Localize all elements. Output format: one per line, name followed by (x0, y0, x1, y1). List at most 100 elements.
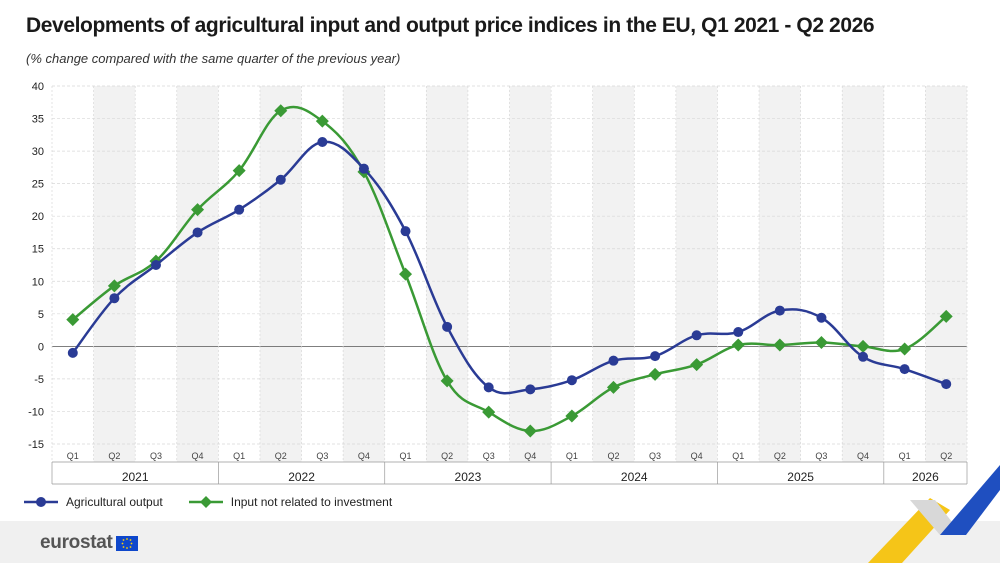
column-band (675, 86, 718, 462)
data-point-input (399, 267, 413, 281)
data-point-output (275, 174, 286, 185)
data-point-output (317, 136, 328, 147)
data-point-input (856, 339, 870, 353)
data-point-input (274, 104, 288, 118)
data-point-input (690, 358, 704, 372)
y-tick-label: 15 (32, 244, 44, 256)
y-tick-label: -15 (28, 439, 44, 451)
year-label: 2026 (912, 470, 939, 484)
column-band (759, 86, 801, 462)
x-tick-label: Q1 (566, 451, 578, 461)
column-band (93, 86, 136, 462)
x-tick-label: Q2 (774, 451, 786, 461)
chart-subtitle: (% change compared with the same quarter… (26, 51, 401, 66)
year-label: 2021 (122, 470, 149, 484)
column-band (925, 86, 967, 462)
x-tick-label: Q1 (233, 451, 245, 461)
legend-item-output: Agricultural output (24, 495, 163, 509)
data-point-input (814, 335, 828, 349)
data-point-input (523, 424, 537, 438)
x-tick-label: Q3 (815, 451, 827, 461)
x-tick-label: Q3 (150, 451, 162, 461)
x-tick-label: Q4 (524, 451, 536, 461)
data-point-output (816, 312, 827, 323)
data-point-output (483, 382, 494, 393)
year-label: 2024 (621, 470, 648, 484)
x-tick-label: Q2 (275, 451, 287, 461)
x-tick-label: Q4 (192, 451, 204, 461)
data-point-input (482, 405, 496, 419)
x-tick-label: Q1 (400, 451, 412, 461)
x-tick-label: Q3 (483, 451, 495, 461)
data-point-input (565, 409, 579, 423)
data-point-output (400, 226, 411, 237)
x-tick-label: Q4 (358, 451, 370, 461)
y-tick-label: 5 (38, 309, 44, 321)
x-tick-label: Q3 (316, 451, 328, 461)
data-point-output (442, 321, 453, 332)
y-tick-label: -5 (34, 374, 44, 386)
x-tick-label: Q1 (899, 451, 911, 461)
column-band (592, 86, 635, 462)
x-tick-label: Q4 (857, 451, 869, 461)
data-point-output (650, 351, 661, 362)
legend: Agricultural output Input not related to… (24, 495, 418, 509)
column-band (509, 86, 552, 462)
data-point-output (733, 327, 744, 338)
column-band (343, 86, 385, 462)
data-point-output (774, 305, 785, 316)
y-tick-label: 0 (38, 341, 44, 353)
data-point-input (939, 309, 953, 323)
y-tick-label: 35 (32, 114, 44, 126)
data-point-output (109, 293, 120, 304)
x-tick-label: Q3 (649, 451, 661, 461)
chart-title: Developments of agricultural input and o… (26, 14, 875, 37)
data-point-input (731, 338, 745, 352)
data-point-input (107, 279, 121, 293)
data-point-output (608, 355, 619, 366)
data-point-output (566, 375, 577, 386)
data-point-input (440, 374, 454, 388)
data-point-input (315, 114, 329, 128)
data-point-input (606, 380, 620, 394)
data-point-input (898, 342, 912, 356)
data-point-input (232, 164, 246, 178)
footer-band (0, 521, 1000, 563)
legend-item-input: Input not related to investment (188, 495, 393, 509)
data-point-output (234, 204, 245, 215)
data-point-output (67, 347, 78, 358)
x-tick-label: Q2 (607, 451, 619, 461)
year-label: 2022 (288, 470, 315, 484)
legend-swatch-output (24, 497, 58, 507)
eu-flag-icon (115, 535, 138, 551)
legend-swatch-input (188, 496, 223, 508)
data-point-output (899, 364, 910, 375)
column-band (176, 86, 219, 462)
data-point-output (691, 330, 702, 341)
y-tick-label: 25 (32, 179, 44, 191)
column-band (259, 86, 302, 462)
legend-label-input: Input not related to investment (230, 495, 393, 509)
y-tick-label: 30 (32, 146, 44, 158)
data-point-output (858, 351, 869, 362)
data-point-input (648, 367, 662, 381)
corner-decoration (868, 465, 1000, 563)
data-point-output (150, 260, 161, 270)
data-point-input (773, 338, 787, 352)
column-band (426, 86, 468, 462)
eurostat-logo: eurostat (40, 532, 138, 554)
eurostat-wordmark: eurostat (40, 532, 113, 553)
series-line-output (71, 140, 947, 395)
x-tick-label: Q2 (441, 451, 453, 461)
y-tick-label: 20 (32, 211, 44, 223)
y-tick-label: -10 (28, 406, 44, 418)
x-tick-label: Q1 (732, 451, 744, 461)
data-point-output (941, 379, 952, 390)
data-point-output (358, 163, 369, 174)
data-point-output (192, 227, 203, 238)
x-tick-label: Q4 (691, 451, 703, 461)
data-point-input (191, 203, 205, 217)
year-label: 2025 (787, 470, 814, 484)
x-tick-label: Q1 (67, 451, 79, 461)
x-tick-label: Q2 (940, 451, 952, 461)
